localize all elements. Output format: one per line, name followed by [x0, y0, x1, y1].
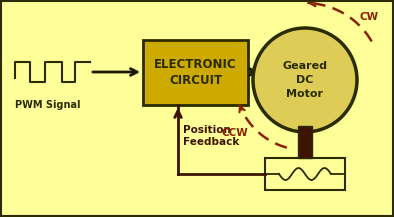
Bar [143, 40, 248, 105]
Text: PWM Signal: PWM Signal [15, 100, 80, 110]
Bar [298, 126, 312, 158]
Bar [265, 158, 345, 190]
Text: CCW: CCW [222, 128, 249, 138]
Text: ELECTRONIC
CIRCUIT: ELECTRONIC CIRCUIT [154, 58, 237, 87]
Text: CW: CW [360, 12, 379, 22]
Text: Geared
DC
Motor: Geared DC Motor [282, 61, 327, 99]
Circle shape [253, 28, 357, 132]
Text: Position
Feedback: Position Feedback [183, 125, 240, 147]
